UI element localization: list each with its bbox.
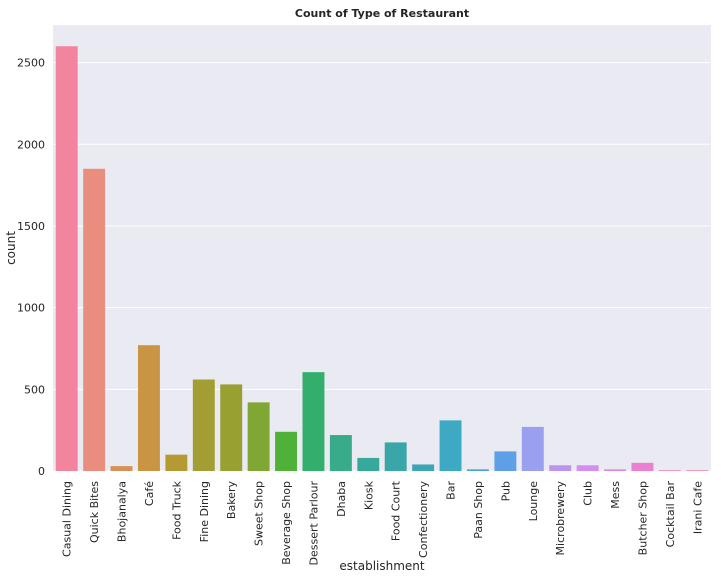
y-tick-label: 2500 <box>17 57 45 70</box>
bar <box>658 470 681 471</box>
plot-area <box>53 25 711 471</box>
x-tick-label: Bakery <box>225 481 238 520</box>
x-tick-label: Cocktail Bar <box>664 481 677 548</box>
x-tick-label: Sweet Shop <box>253 481 266 546</box>
bar <box>329 435 352 471</box>
bar <box>439 420 462 471</box>
bar <box>55 46 78 471</box>
x-tick-label: Fine Dining <box>198 481 211 542</box>
y-tick-label: 500 <box>24 383 45 396</box>
x-tick-label: Beverage Shop <box>280 481 293 565</box>
y-tick-label: 1500 <box>17 220 45 233</box>
x-tick-label: Food Court <box>390 480 403 541</box>
bar <box>604 469 627 471</box>
bar <box>137 345 160 471</box>
y-tick-label: 1000 <box>17 302 45 315</box>
bar <box>165 454 188 471</box>
x-tick-label: Casual Dining <box>61 481 74 557</box>
x-tick-label: Microbrewery <box>554 481 567 556</box>
x-tick-label: Confectionery <box>417 481 430 558</box>
bar <box>247 402 270 471</box>
bar <box>357 457 380 471</box>
y-tick-label: 0 <box>38 465 45 478</box>
bar <box>521 426 544 471</box>
x-tick-label: Food Truck <box>170 480 183 540</box>
bar <box>549 465 572 471</box>
x-tick-labels: Casual Dining Quick Bites Bhojanalya Café Fo… <box>61 480 705 565</box>
bar <box>302 372 325 471</box>
x-tick-label: Club <box>582 481 595 506</box>
x-tick-label: Kiosk <box>362 480 375 510</box>
y-axis-label: count <box>4 231 18 265</box>
x-tick-label: Butcher Shop <box>636 481 649 555</box>
bar <box>192 379 215 471</box>
x-tick-label: Dhaba <box>335 481 348 517</box>
bars <box>55 46 709 471</box>
x-tick-label: Lounge <box>527 481 540 522</box>
bar <box>384 442 407 471</box>
chart-title: Count of Type of Restaurant <box>295 7 469 20</box>
x-tick-label: Dessert Parlour <box>307 481 320 566</box>
x-axis-label: establishment <box>339 559 425 573</box>
bar <box>220 384 243 471</box>
x-tick-label: Irani Cafe <box>691 481 704 534</box>
x-tick-label: Bar <box>445 481 458 500</box>
gridlines <box>53 62 711 472</box>
bar <box>110 466 133 471</box>
bar <box>83 168 106 471</box>
bar <box>494 451 517 471</box>
x-tick-label: Quick Bites <box>88 481 101 543</box>
bar <box>576 465 599 471</box>
bar <box>466 469 489 471</box>
y-tick-labels: 0 500 1000 1500 2000 2500 <box>17 57 45 478</box>
x-tick-label: Pub <box>499 481 512 501</box>
bar <box>686 470 709 471</box>
bar <box>275 431 298 471</box>
y-tick-label: 2000 <box>17 138 45 151</box>
bar <box>631 462 654 471</box>
x-tick-label: Bhojanalya <box>116 481 129 542</box>
x-tick-label: Paan Shop <box>472 481 485 539</box>
x-tick-label: Café <box>143 481 156 506</box>
bar <box>412 464 435 471</box>
x-tick-label: Mess <box>609 481 622 509</box>
